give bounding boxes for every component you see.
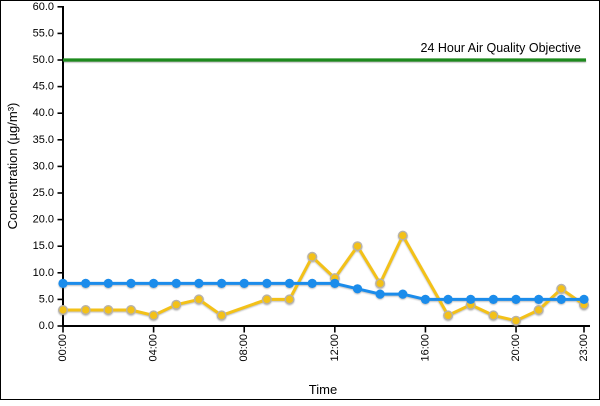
y-tick-label: 10.0 [33, 267, 54, 279]
yellow-series-data-point [533, 305, 544, 316]
y-tick-label: 5.0 [39, 293, 54, 305]
yellow-series-data-point [375, 278, 386, 289]
blue-series-data-point [58, 278, 68, 288]
blue-series-data-point [398, 289, 408, 299]
x-tick-label: 08:00 [238, 334, 250, 362]
yellow-series-data-point [443, 310, 454, 321]
y-tick-label: 35.0 [33, 134, 54, 146]
yellow-series-data-point [284, 294, 295, 305]
x-tick-label: 00:00 [57, 334, 69, 362]
y-tick-label: 30.0 [33, 160, 54, 172]
blue-series-data-point [103, 278, 113, 288]
blue-series-data-point [126, 278, 136, 288]
blue-series-data-point [81, 278, 91, 288]
x-tick-label: 16:00 [419, 334, 431, 362]
reference-line-label: 24 Hour Air Quality Objective [421, 41, 582, 55]
blue-series-data-point [375, 289, 385, 299]
y-tick-label: 20.0 [33, 214, 54, 226]
blue-series-data-point [149, 278, 159, 288]
yellow-series-data-point [125, 305, 136, 316]
y-tick-label: 50.0 [33, 54, 54, 66]
yellow-series-data-point [216, 310, 227, 321]
x-tick-label: 12:00 [329, 334, 341, 362]
yellow-series-data-point [148, 310, 159, 321]
yellow-series-data-point [556, 283, 567, 294]
blue-series-data-point [307, 278, 317, 288]
blue-series-data-point [171, 278, 181, 288]
y-tick-label: 25.0 [33, 187, 54, 199]
yellow-series-line [61, 234, 586, 323]
yellow-series-data-point [261, 294, 272, 305]
x-axis-title: Time [309, 382, 337, 397]
y-tick-label: 0.0 [39, 320, 54, 332]
y-tick-label: 40.0 [33, 107, 54, 119]
yellow-series-data-point [488, 310, 499, 321]
yellow-series-data-point [193, 294, 204, 305]
yellow-series-data-point [103, 305, 114, 316]
x-tick-label: 04:00 [148, 334, 160, 362]
blue-series-data-point [239, 278, 249, 288]
series-layer [58, 230, 590, 326]
blue-series-data-point [262, 278, 272, 288]
y-tick-label: 55.0 [33, 27, 54, 39]
blue-series-data-point [330, 278, 340, 288]
yellow-series-data-point [307, 251, 318, 262]
blue-series-data-point [284, 278, 295, 288]
y-tick-label: 15.0 [33, 240, 54, 252]
y-tick-label: 60.0 [33, 1, 54, 13]
yellow-series-data-point [80, 305, 91, 316]
yellow-series-data-point [58, 305, 69, 316]
blue-series-data-point [443, 294, 453, 304]
blue-series-data-point [534, 294, 544, 304]
y-tick-label: 45.0 [33, 81, 54, 93]
blue-series-data-point [217, 278, 227, 288]
x-tick-label: 20:00 [510, 334, 522, 362]
blue-series-data-point [352, 284, 363, 294]
y-axis-title: Concentration (µg/m³) [5, 103, 20, 230]
x-tick-label: 23:00 [578, 334, 590, 362]
blue-series-data-point [466, 294, 476, 304]
yellow-series-data-point [352, 241, 363, 252]
blue-series-data-point [579, 294, 589, 304]
blue-series-data-point [194, 278, 204, 288]
blue-series-data-point [556, 294, 566, 304]
blue-series-data-point [511, 294, 521, 304]
yellow-series-data-point [171, 299, 182, 310]
axes-layer: 60.0 55.0 50.0 45.0 40.0 35.0 30.0 25.0 20.0 15.0… [33, 1, 590, 362]
yellow-series-data-point [397, 230, 408, 241]
yellow-series-data-point [511, 315, 522, 326]
blue-series-line [61, 281, 586, 301]
blue-series-data-point [488, 294, 498, 304]
blue-series-data-point [420, 294, 430, 304]
